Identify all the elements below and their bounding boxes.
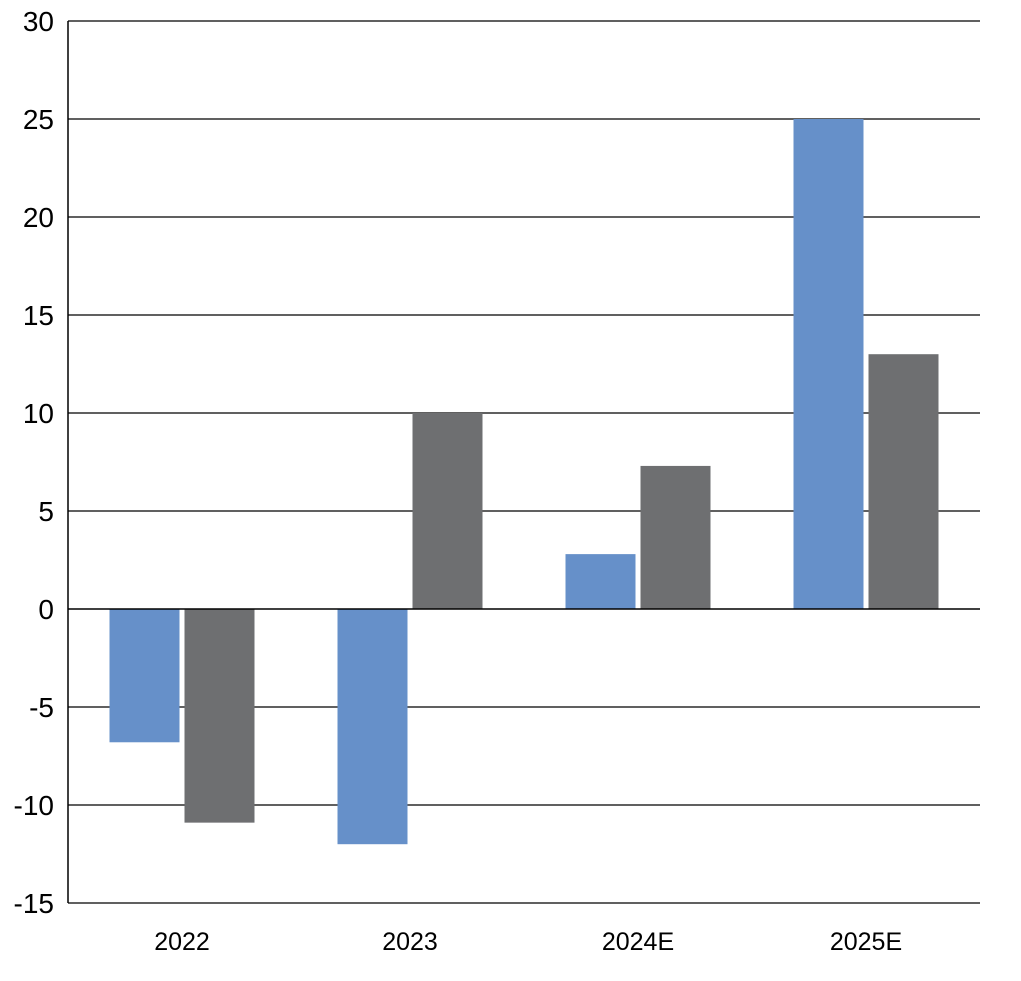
- y-tick-label: -15: [14, 888, 54, 919]
- x-tick-label: 2022: [154, 928, 210, 956]
- bar: [109, 609, 180, 743]
- bar: [184, 609, 255, 823]
- bar: [412, 413, 483, 609]
- y-tick-label: 10: [23, 398, 54, 429]
- bar: [640, 465, 711, 609]
- x-tick-label: 2025E: [830, 928, 902, 956]
- y-tick-label: 15: [23, 300, 54, 331]
- y-axis-ticks: 30 25 20 15 10 5 0 -5 -10 -15: [14, 6, 54, 919]
- y-tick-label: 20: [23, 202, 54, 233]
- x-axis-ticks: 2022 2023 2024E 2025E: [154, 928, 902, 956]
- y-tick-label: 25: [23, 104, 54, 135]
- x-tick-label: 2023: [382, 928, 438, 956]
- y-tick-label: -10: [14, 790, 54, 821]
- bar: [793, 119, 864, 609]
- y-tick-label: 30: [23, 6, 54, 37]
- bar: [868, 354, 939, 609]
- y-tick-label: -5: [29, 692, 54, 723]
- y-tick-label: 0: [38, 594, 54, 625]
- bars: [109, 119, 939, 845]
- axes: [67, 21, 980, 903]
- bar: [565, 554, 636, 609]
- x-tick-label: 2024E: [602, 928, 674, 956]
- y-tick-label: 5: [38, 496, 54, 527]
- bar: [337, 609, 408, 845]
